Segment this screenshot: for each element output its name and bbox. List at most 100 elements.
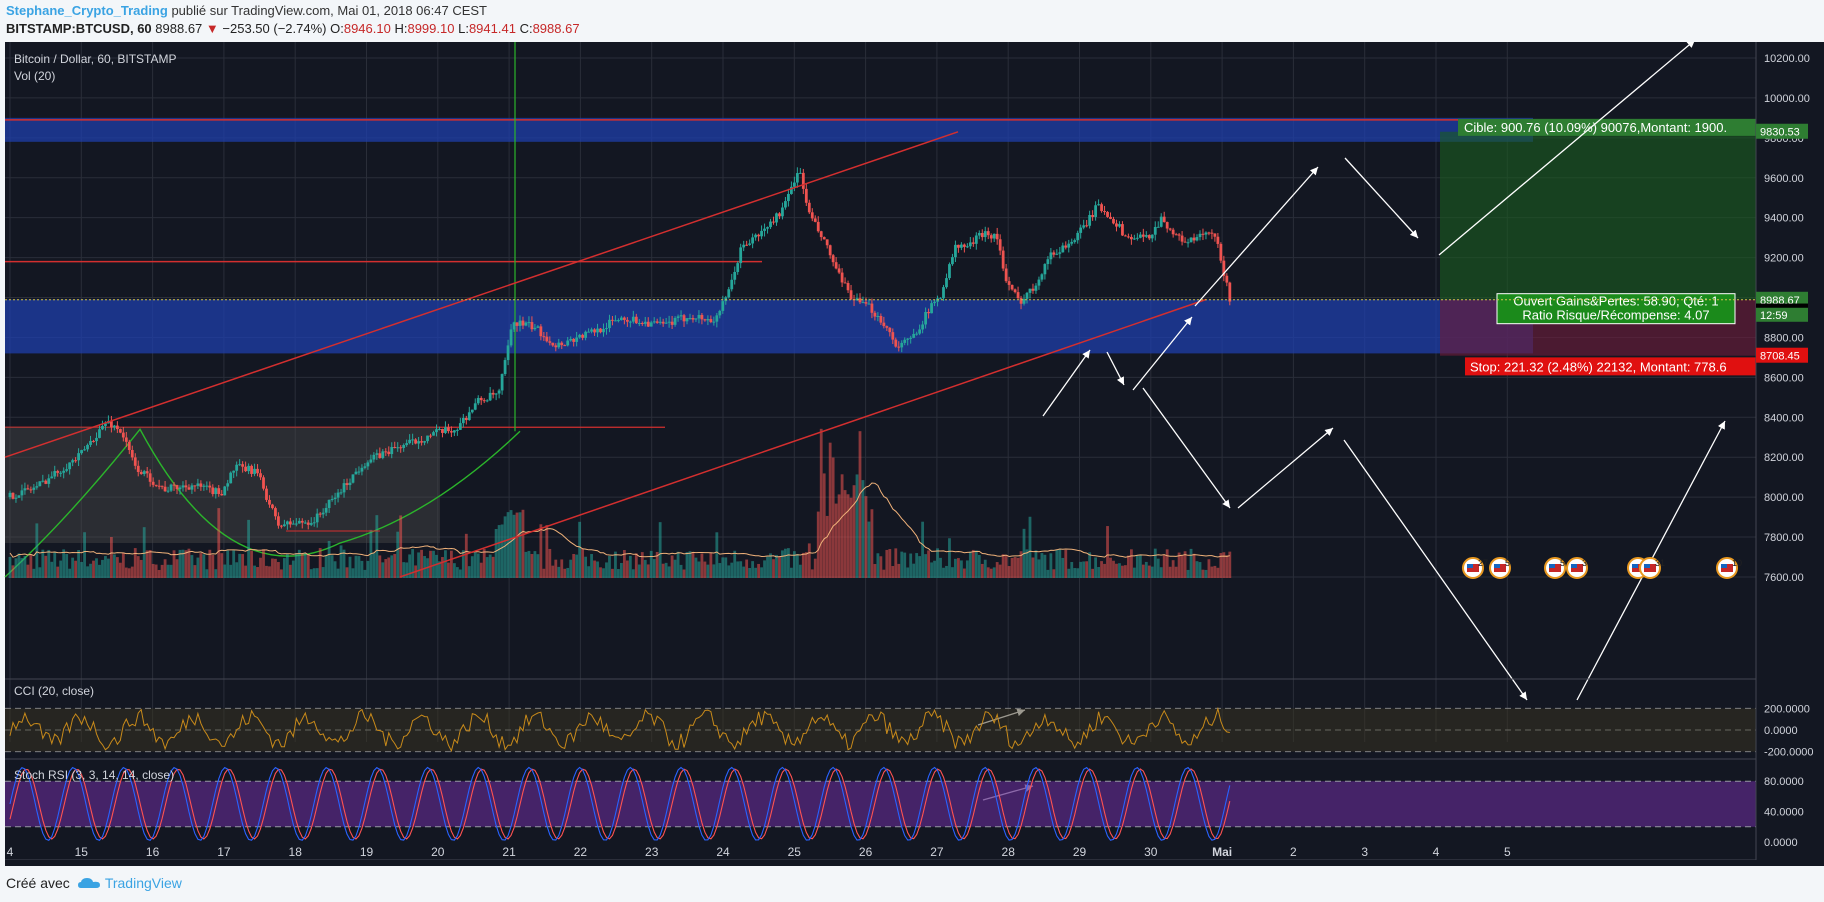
candle-body <box>870 303 874 313</box>
candle-body <box>1118 224 1121 227</box>
candle-body <box>894 339 898 347</box>
candle-body <box>1138 234 1142 238</box>
candle-body <box>1049 252 1053 260</box>
candle-body <box>801 172 805 189</box>
volume-bar <box>1159 567 1163 578</box>
candle-body <box>751 237 755 244</box>
candle-body <box>1034 285 1038 291</box>
candle-body <box>112 425 116 428</box>
axes: 10200.0010000.009800.009600.009400.00920… <box>5 42 1810 866</box>
candle-body <box>542 336 546 338</box>
volume-bar <box>345 567 349 578</box>
volume-bar <box>280 569 283 578</box>
chart-canvas[interactable]: Cible: 900.76 (10.09%) 90076,Montant: 19… <box>0 42 1824 866</box>
volume-bar <box>945 565 948 578</box>
volume-bar <box>20 558 24 578</box>
volume-bar <box>112 554 116 578</box>
volume-bar <box>1112 560 1115 578</box>
volume-bar <box>581 548 585 578</box>
candle-body <box>11 492 15 499</box>
price-axis-area <box>1756 42 1824 866</box>
candle-body <box>1094 205 1098 217</box>
volume-bar <box>795 554 799 578</box>
candle-body <box>888 327 892 333</box>
volume-bar <box>1201 569 1205 578</box>
candle-body <box>455 429 459 431</box>
candle-body <box>71 460 75 463</box>
position-tool[interactable]: Cible: 900.76 (10.09%) 90076,Montant: 19… <box>1440 118 1756 376</box>
volume-bar <box>339 545 343 578</box>
candle-body <box>41 480 45 482</box>
volume-bar <box>11 565 15 578</box>
volume-bar <box>211 554 215 578</box>
volume-bar <box>894 548 898 578</box>
candle-body <box>798 172 802 174</box>
candle-body <box>948 264 951 279</box>
target-area <box>1440 131 1756 300</box>
candle-body <box>17 495 21 498</box>
volume-bar <box>536 554 540 578</box>
candle-body <box>831 255 835 263</box>
tradingview-logo[interactable]: TradingView <box>77 875 182 891</box>
volume-bar <box>166 564 170 578</box>
volume-bar <box>1135 554 1139 578</box>
candle-body <box>121 432 125 438</box>
candle-body <box>992 233 996 239</box>
candle-body <box>139 471 143 475</box>
candle-body <box>518 320 522 326</box>
volume-bar <box>640 552 644 578</box>
volume-bar <box>846 494 850 578</box>
stoch-title: Stoch RSI (3, 3, 14, 14, close) <box>14 768 174 782</box>
candle-body <box>491 392 495 395</box>
candle-body <box>98 429 101 438</box>
candle-body <box>1064 245 1068 248</box>
event-markers[interactable]: 2755323110 <box>1462 557 1742 579</box>
price-tick: 9400.00 <box>1764 213 1804 225</box>
candle-body <box>867 303 871 305</box>
volume-bar <box>357 556 361 578</box>
candle-body <box>754 234 758 238</box>
candle-body <box>748 243 752 245</box>
candle-body <box>312 522 316 524</box>
candle-body <box>396 447 400 449</box>
candle-body <box>297 520 301 524</box>
volume-bar <box>1037 559 1041 578</box>
candle-body <box>602 328 605 333</box>
candle-body <box>789 186 793 194</box>
candle-body <box>1103 211 1106 213</box>
volume-bar <box>59 560 63 578</box>
volume-bar <box>1216 567 1220 578</box>
candle-body <box>169 484 173 491</box>
candle-body <box>727 289 731 298</box>
volume-bar <box>1067 568 1071 578</box>
time-tick: 27 <box>930 845 944 859</box>
volume-bar <box>220 553 224 578</box>
volume-bar <box>449 550 453 578</box>
candle-body <box>697 314 701 319</box>
author-link[interactable]: Stephane_Crypto_Trading <box>6 3 168 18</box>
candle-body <box>274 508 277 517</box>
volume-bar <box>578 521 582 578</box>
volume-bar <box>1222 552 1226 578</box>
candle-body <box>628 321 632 323</box>
volume-bar <box>300 553 304 578</box>
volume-bar <box>151 563 155 578</box>
volume-bar <box>775 554 778 578</box>
volume-bar <box>560 559 564 578</box>
candle-body <box>864 302 868 304</box>
volume-bar <box>879 556 883 578</box>
volume-bar <box>68 568 72 578</box>
candle-body <box>461 417 465 424</box>
volume-bar <box>569 559 573 578</box>
volume-bar <box>238 553 242 578</box>
price-tick: 10200.00 <box>1764 53 1810 65</box>
volume-bar <box>1204 569 1208 578</box>
time-tick: 15 <box>75 845 89 859</box>
candle-body <box>715 315 719 322</box>
drawings <box>4 42 1756 801</box>
volume-bar <box>1150 566 1154 578</box>
volume-bar <box>1192 553 1196 578</box>
volume-bar <box>1076 568 1080 578</box>
volume-bar <box>8 556 12 578</box>
volume-bar <box>315 568 319 578</box>
